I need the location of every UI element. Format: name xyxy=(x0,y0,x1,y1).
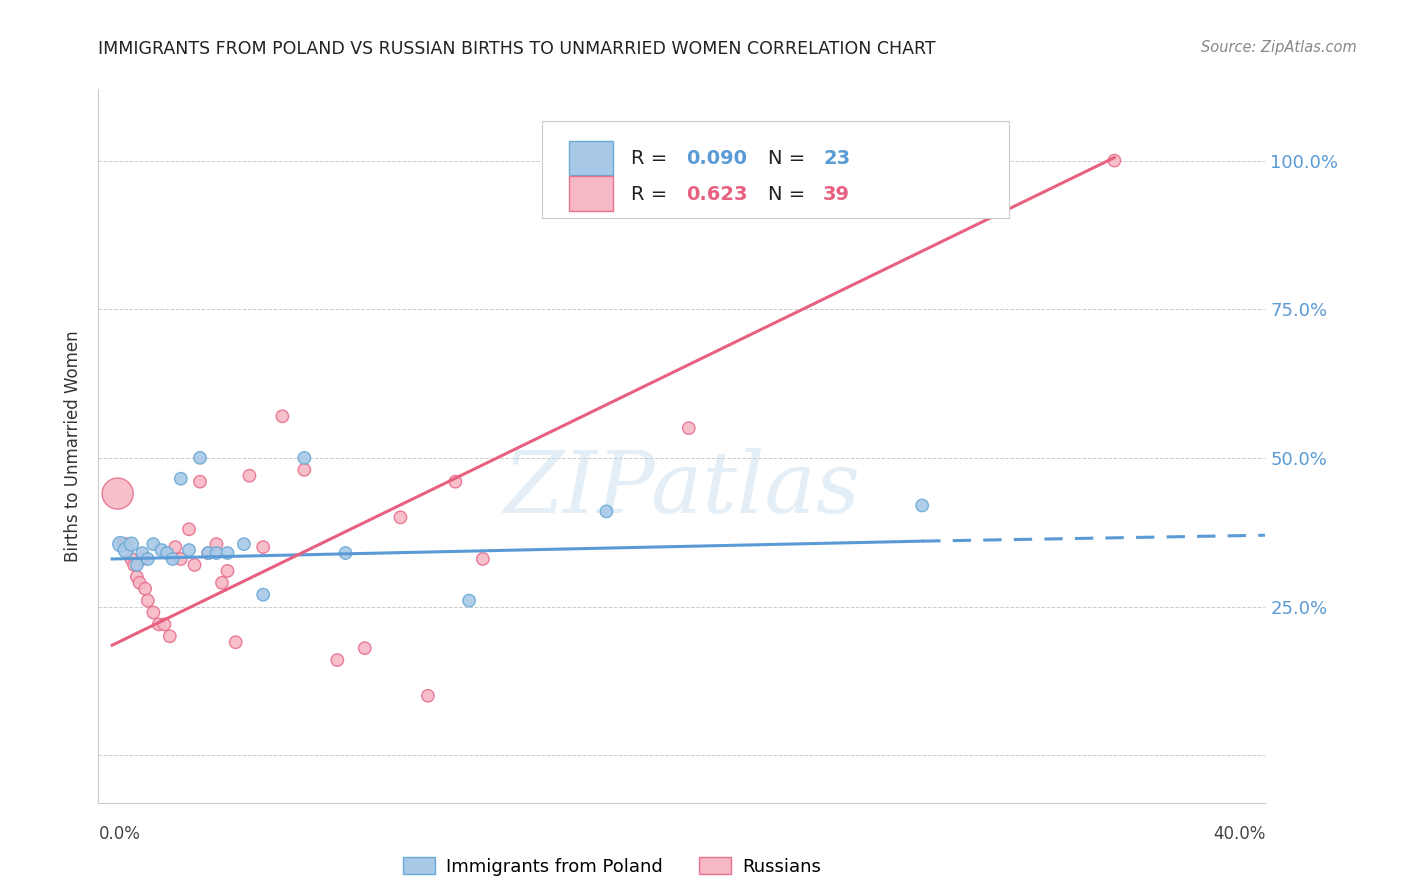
Point xyxy=(177,543,200,558)
Text: IMMIGRANTS FROM POLAND VS RUSSIAN BIRTHS TO UNMARRIED WOMEN CORRELATION CHART: IMMIGRANTS FROM POLAND VS RUSSIAN BIRTHS… xyxy=(98,40,936,58)
Point xyxy=(136,593,159,607)
Point xyxy=(120,552,142,566)
Text: 23: 23 xyxy=(823,149,851,168)
Point xyxy=(122,558,145,572)
FancyBboxPatch shape xyxy=(568,141,613,175)
Point xyxy=(1104,153,1126,168)
Point xyxy=(238,468,260,483)
Point xyxy=(458,593,481,607)
Text: ZIPatlas: ZIPatlas xyxy=(503,448,860,530)
Point xyxy=(353,641,375,656)
Point xyxy=(252,540,274,554)
Point xyxy=(678,421,700,435)
Point xyxy=(911,499,934,513)
Point xyxy=(233,537,256,551)
Point xyxy=(136,552,159,566)
Text: 0.623: 0.623 xyxy=(686,185,748,203)
FancyBboxPatch shape xyxy=(541,121,1008,218)
Point xyxy=(142,606,165,620)
Point xyxy=(444,475,467,489)
Point xyxy=(183,558,205,572)
Point xyxy=(416,689,439,703)
Point xyxy=(271,409,294,424)
Text: 40.0%: 40.0% xyxy=(1213,825,1265,843)
Point xyxy=(153,617,176,632)
Point xyxy=(197,546,219,560)
Point xyxy=(225,635,247,649)
Point xyxy=(252,588,274,602)
Text: Source: ZipAtlas.com: Source: ZipAtlas.com xyxy=(1201,40,1357,55)
Point xyxy=(205,546,228,560)
Point xyxy=(335,546,357,560)
Point xyxy=(211,575,233,590)
Point xyxy=(115,537,138,551)
Point xyxy=(292,463,315,477)
Point xyxy=(471,552,494,566)
Text: R =: R = xyxy=(630,149,673,168)
Text: N =: N = xyxy=(768,149,811,168)
Point xyxy=(128,575,150,590)
Text: 0.090: 0.090 xyxy=(686,149,748,168)
Point xyxy=(188,450,211,465)
Point xyxy=(170,472,193,486)
Point xyxy=(150,543,173,558)
Point xyxy=(156,546,179,560)
Point xyxy=(131,552,153,566)
Point xyxy=(131,546,153,560)
Point xyxy=(125,558,148,572)
Point xyxy=(170,552,193,566)
Point xyxy=(205,537,228,551)
Legend: Immigrants from Poland, Russians: Immigrants from Poland, Russians xyxy=(395,850,828,883)
Point xyxy=(112,537,135,551)
Point xyxy=(217,546,239,560)
Point xyxy=(801,165,824,179)
Point xyxy=(292,450,315,465)
Point xyxy=(389,510,412,524)
Point xyxy=(142,537,165,551)
Point xyxy=(177,522,200,536)
Point xyxy=(110,537,132,551)
Point xyxy=(120,537,142,551)
Point xyxy=(107,486,129,500)
Text: 39: 39 xyxy=(823,185,851,203)
Point xyxy=(326,653,349,667)
Point xyxy=(159,629,181,643)
Text: N =: N = xyxy=(768,185,811,203)
Text: R =: R = xyxy=(630,185,673,203)
Point xyxy=(773,171,796,186)
Point xyxy=(197,546,219,560)
Point xyxy=(165,540,187,554)
Point xyxy=(217,564,239,578)
Point xyxy=(115,543,138,558)
Point xyxy=(148,617,170,632)
Y-axis label: Births to Unmarried Women: Births to Unmarried Women xyxy=(65,330,83,562)
Point xyxy=(595,504,617,518)
Point xyxy=(125,570,148,584)
Point xyxy=(188,475,211,489)
Text: 0.0%: 0.0% xyxy=(98,825,141,843)
Point xyxy=(134,582,156,596)
FancyBboxPatch shape xyxy=(568,177,613,211)
Point xyxy=(828,165,851,179)
Point xyxy=(162,552,184,566)
